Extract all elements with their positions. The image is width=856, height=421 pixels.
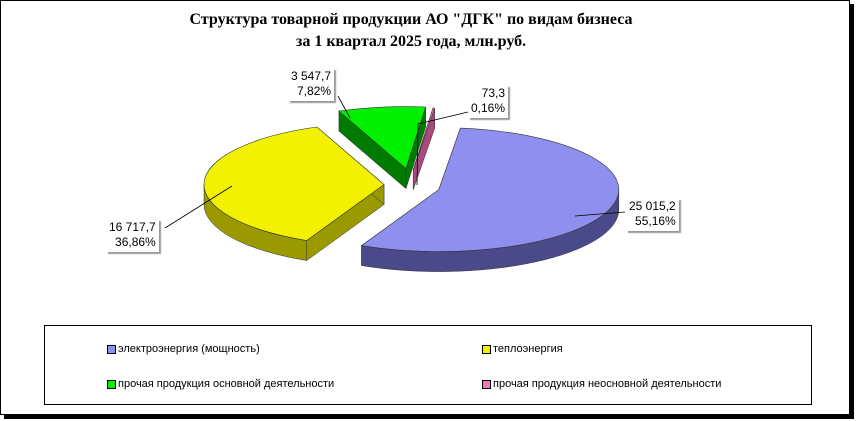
leader-line xyxy=(574,211,626,217)
pie-chart xyxy=(164,95,626,272)
data-label-percent: 7,82% xyxy=(297,84,332,98)
data-label-value: 25 015,2 xyxy=(629,199,676,213)
data-label-percent: 55,16% xyxy=(635,214,676,228)
legend-label: теплоэнергия xyxy=(493,343,563,355)
legend-item-other-non-main: прочая продукция неосновной деятельности xyxy=(482,378,721,390)
leader-line xyxy=(416,111,469,186)
data-label-value: 73,3 xyxy=(481,86,506,100)
pie-slice-other-main xyxy=(338,106,427,190)
data-label-heat: 16 717,7 36,86% xyxy=(106,219,159,252)
data-label-other-non-main: 73,3 0,16% xyxy=(468,85,509,118)
leader-line xyxy=(164,185,233,229)
pie-slice-heat xyxy=(203,126,385,262)
pie-slice-electricity xyxy=(360,127,620,272)
data-label-percent: 0,16% xyxy=(471,101,506,115)
data-label-value: 16 717,7 xyxy=(109,220,156,234)
pie-slice-other-non-main xyxy=(412,107,436,190)
legend-swatch xyxy=(482,344,491,354)
legend-label: прочая продукция неосновной деятельности xyxy=(493,378,722,390)
data-label-percent: 36,86% xyxy=(115,235,156,249)
data-label-other-main: 3 547,7 7,82% xyxy=(288,68,335,101)
chart-title-line-2: за 1 квартал 2025 года, млн.руб. xyxy=(295,33,527,50)
legend-swatch xyxy=(107,344,116,354)
data-label-electricity: 25 015,2 55,16% xyxy=(626,198,679,231)
leader-line xyxy=(337,95,351,119)
legend-item-heat: теплоэнергия xyxy=(482,343,563,355)
legend-item-electricity: электроэнергия (мощность) xyxy=(107,343,260,355)
chart-title-line-1: Структура товарной продукции АО "ДГК" по… xyxy=(189,11,633,28)
legend-swatch xyxy=(482,379,491,389)
legend-label: электроэнергия (мощность) xyxy=(118,343,260,355)
data-label-value: 3 547,7 xyxy=(291,69,332,83)
legend-swatch xyxy=(107,379,116,389)
legend-label: прочая продукция основной деятельности xyxy=(118,378,335,390)
legend-item-other-main: прочая продукция основной деятельности xyxy=(107,378,334,390)
chart-title: Структура товарной продукции АО "ДГК" по… xyxy=(91,9,731,53)
chart-legend: электроэнергия (мощность) теплоэнергия п… xyxy=(44,325,812,405)
